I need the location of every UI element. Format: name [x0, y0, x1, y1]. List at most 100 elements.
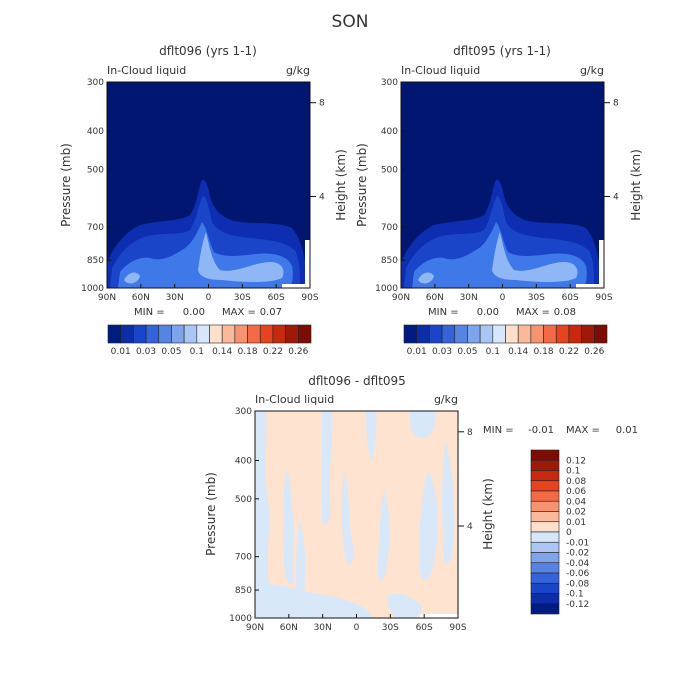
x-tick-label: 60S: [268, 293, 285, 303]
colorbar-swatch: [467, 324, 481, 344]
colorbar: 0.01 0.03 0.05 0.1 0.14 0.18 0.22 0.26: [403, 324, 608, 357]
colorbar-label: -0.04: [566, 559, 590, 569]
contour-negative: [283, 470, 295, 584]
colorbar-swatch: [530, 531, 560, 543]
panel-dflt095: dflt095 (yrs 1-1) In-Cloud liquid g/kg 3…: [355, 44, 643, 357]
colorbar-swatch: [247, 324, 261, 344]
colorbar-label: -0.01: [566, 538, 589, 548]
x-tick-label: 30S: [382, 623, 399, 633]
colorbar-swatch: [568, 324, 582, 344]
min-label: MIN =: [483, 425, 514, 436]
colorbar-swatch: [543, 324, 557, 344]
colorbar-label: 0.12: [566, 456, 586, 466]
y-axis-label: Pressure (mb): [204, 472, 218, 556]
x-tick-label: 30N: [166, 293, 184, 303]
colorbar-label: 0.02: [566, 508, 586, 518]
variable-label: In-Cloud liquid: [401, 64, 480, 77]
colorbar-swatch: [530, 562, 560, 574]
y-tick-label: 500: [381, 165, 398, 175]
max-value: 0.08: [554, 307, 576, 318]
colorbar-swatch: [196, 324, 210, 344]
y-right-tick-label: 8: [613, 99, 619, 109]
panel-dflt096: dflt096 (yrs 1-1) In-Cloud liquid g/kg 3…: [59, 44, 348, 357]
x-tick-label: 90S: [595, 293, 612, 303]
x-tick-label: 30N: [460, 293, 478, 303]
x-tick-label: 60S: [416, 623, 433, 633]
colorbar-swatch: [209, 324, 223, 344]
contour-negative: [377, 490, 390, 581]
contour-negative: [419, 470, 438, 581]
colorbar-label: 0.05: [161, 347, 181, 357]
colorbar-swatch: [259, 324, 274, 344]
y-tick-label: 700: [235, 553, 252, 563]
colorbar-label: -0.1: [566, 590, 584, 600]
topography-mask: [282, 284, 310, 288]
contour-lighter: [198, 232, 284, 282]
colorbar-swatch: [530, 582, 560, 594]
colorbar-swatch: [272, 324, 286, 344]
contour-negative: [387, 593, 422, 618]
topography-mask: [576, 284, 604, 288]
contour-field: [255, 411, 458, 618]
y-tick-label: 500: [235, 495, 252, 505]
colorbar-swatch: [530, 552, 560, 564]
colorbar-label: 0.1: [486, 347, 500, 357]
contour-negative: [255, 411, 271, 618]
y-tick-label: 300: [381, 78, 398, 88]
colorbar-label: 0.22: [263, 347, 283, 357]
y-tick-label: 500: [87, 165, 104, 175]
y-tick-label: 300: [87, 78, 104, 88]
contour-negative: [409, 411, 436, 439]
x-tick-label: 30S: [234, 293, 251, 303]
colorbar-swatch: [183, 324, 198, 344]
colorbar-swatch: [492, 324, 506, 344]
colorbar-swatch: [234, 324, 248, 344]
units-label: g/kg: [434, 393, 458, 406]
colorbar-label: -0.08: [566, 579, 590, 589]
min-value: 0.00: [477, 307, 499, 318]
y-tick-label: 1000: [81, 284, 104, 294]
colorbar-vertical: 0.120.10.080.060.040.020.010-0.01-0.02-0…: [530, 449, 590, 615]
y-tick-label: 400: [381, 127, 398, 137]
topography-mask: [599, 240, 604, 288]
colorbar-swatch: [530, 480, 560, 492]
colorbar-label: 0.26: [288, 347, 308, 357]
contour-field: [107, 82, 310, 288]
y-axis-label: Pressure (mb): [355, 143, 369, 227]
topography-mask: [420, 614, 458, 618]
max-value: 0.01: [616, 425, 638, 436]
y-tick-label: 300: [235, 407, 252, 417]
y-right-tick-label: 4: [319, 192, 325, 202]
colorbar-swatch: [530, 511, 560, 523]
colorbar-label: 0.1: [566, 467, 580, 477]
colorbar-swatch: [530, 470, 560, 482]
colorbar-label: 0.05: [457, 347, 477, 357]
colorbar-label: 0.03: [432, 347, 452, 357]
x-tick-label: 0: [354, 623, 360, 633]
colorbar-label: 0: [566, 528, 572, 538]
colorbar-label: 0.04: [566, 497, 586, 507]
contour-lighter: [492, 232, 578, 282]
y-tick-label: 850: [87, 256, 104, 266]
panel-title: dflt095 (yrs 1-1): [453, 44, 551, 58]
colorbar-swatch: [530, 603, 560, 615]
units-label: g/kg: [286, 64, 310, 77]
colorbar-swatch: [107, 324, 121, 344]
contour-negative: [255, 583, 371, 618]
colorbar-swatch: [403, 324, 417, 344]
colorbar-swatch: [416, 324, 430, 344]
y-tick-label: 850: [381, 256, 398, 266]
colorbar-swatch: [594, 324, 608, 344]
max-label: MAX =: [516, 307, 550, 318]
colorbar-swatch: [555, 324, 570, 344]
colorbar-label: 0.08: [566, 477, 586, 487]
colorbar-swatch: [530, 521, 560, 533]
colorbar-label: 0.18: [534, 347, 554, 357]
colorbar-swatch: [530, 593, 560, 605]
x-tick-label: 30S: [528, 293, 545, 303]
colorbar-swatch: [145, 324, 160, 344]
y-axis-right-label: Height (km): [334, 149, 348, 220]
contour-lighter: [418, 272, 434, 284]
